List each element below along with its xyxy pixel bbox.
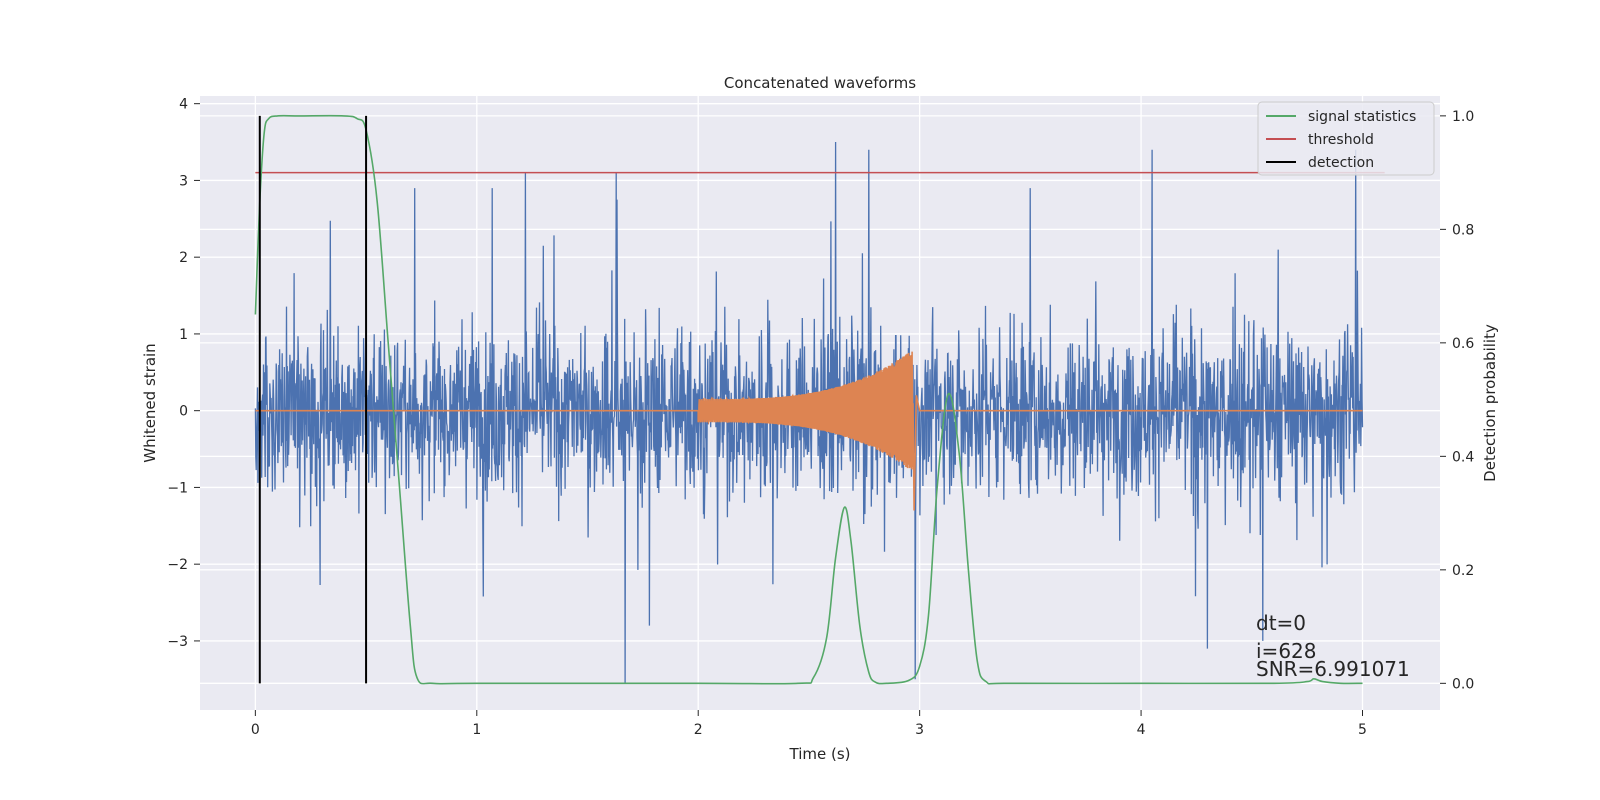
annotation-dt: dt=0 <box>1256 611 1306 635</box>
x-tick-label: 3 <box>915 722 924 738</box>
x-tick-label: 5 <box>1358 722 1367 738</box>
y2-axis-title: Detection probability <box>1481 324 1499 482</box>
y2-tick-label: 0.4 <box>1452 449 1474 465</box>
legend: signal statistics threshold detection <box>1257 101 1435 176</box>
y2-tick-label: 0.0 <box>1452 676 1474 692</box>
y-tick-label: 0 <box>179 404 188 420</box>
legend-label-signal-statistics: signal statistics <box>1308 109 1416 125</box>
x-tick-label: 0 <box>251 722 260 738</box>
y-tick-label: 1 <box>179 327 188 343</box>
y-tick-label: 4 <box>179 97 188 113</box>
x-axis-title: Time (s) <box>789 745 851 763</box>
y-tick-label: 3 <box>179 173 188 189</box>
axes: 0 1 2 3 4 5 −3 −2 −1 0 1 2 3 4 0.0 0.2 0.4 0.6 0.8 1.0 <box>167 97 1474 738</box>
y2-tick-label: 0.6 <box>1452 336 1474 352</box>
y-tick-label: 2 <box>179 250 188 266</box>
template-chirp-line <box>255 351 1363 511</box>
y2-tick-label: 0.8 <box>1452 222 1474 238</box>
y2-tick-label: 1.0 <box>1452 109 1474 125</box>
legend-label-detection: detection <box>1308 155 1374 171</box>
signal-statistics-line <box>254 114 1363 685</box>
x-tick-label: 2 <box>694 722 703 738</box>
x-tick-label: 1 <box>472 722 481 738</box>
x-tick-label: 4 <box>1137 722 1146 738</box>
legend-box <box>1257 101 1435 176</box>
series-layer <box>254 114 1385 685</box>
y-axis-title: Whitened strain <box>141 343 159 462</box>
y-tick-label: −1 <box>167 480 188 496</box>
chart-title: Concatenated waveforms <box>724 74 916 92</box>
y-tick-label: −2 <box>167 557 188 573</box>
annotation-i: i=628 <box>1256 639 1317 663</box>
y2-tick-label: 0.2 <box>1452 563 1474 579</box>
legend-label-threshold: threshold <box>1308 132 1374 148</box>
y-tick-label: −3 <box>167 634 188 650</box>
annotation-snr: SNR=6.991071 <box>1256 657 1410 681</box>
